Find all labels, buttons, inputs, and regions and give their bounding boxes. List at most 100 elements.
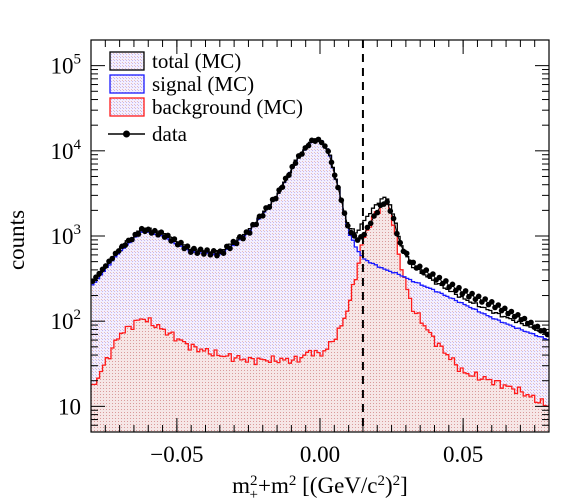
legend-label: signal (MC)	[152, 72, 254, 96]
data-point	[210, 248, 217, 254]
legend-swatch-box	[109, 51, 145, 71]
data-point	[191, 245, 197, 252]
legend: total (MC)signal (MC)background (MC) data	[108, 49, 303, 146]
data-point	[289, 163, 296, 170]
data-point	[469, 290, 475, 297]
data-point	[390, 215, 397, 222]
data-point	[364, 224, 371, 231]
data-point	[246, 230, 253, 236]
data-point	[489, 299, 495, 305]
data-point	[397, 239, 404, 246]
data-point	[145, 226, 152, 233]
data-point	[410, 259, 417, 266]
x-axis-label: m2 ++m2 [(GeV/c2)2]	[232, 473, 408, 498]
data-point	[495, 302, 502, 308]
data-point	[197, 246, 204, 253]
data-point	[233, 240, 240, 247]
data-point	[325, 148, 332, 155]
data-point	[528, 319, 534, 326]
y-tick-label: 10	[58, 394, 81, 419]
data-point	[508, 308, 515, 315]
legend-item: background (MC)	[109, 95, 303, 119]
y-tick-label: 102	[51, 307, 82, 334]
data-point	[338, 197, 345, 203]
data-point	[286, 172, 292, 178]
data-point	[521, 315, 528, 322]
data-point	[266, 204, 273, 210]
data-point	[116, 248, 122, 254]
legend-label: data	[152, 122, 188, 146]
data-point	[201, 251, 207, 257]
data-point	[102, 263, 109, 269]
legend-swatch-box	[109, 74, 145, 94]
data-point	[443, 278, 449, 284]
data-point	[253, 221, 259, 228]
data-point	[279, 184, 286, 190]
data-point	[91, 278, 96, 284]
data-point	[299, 151, 305, 157]
data-point	[367, 220, 374, 227]
data-point	[273, 195, 279, 202]
data-point	[331, 172, 338, 178]
data-point	[403, 250, 410, 257]
data-point	[482, 296, 489, 302]
data-point	[178, 239, 184, 246]
data-point	[374, 209, 381, 216]
data-point	[335, 184, 341, 191]
data-point	[214, 252, 220, 259]
data-point	[220, 250, 227, 256]
data-point	[534, 323, 541, 330]
data-point	[152, 227, 158, 234]
data-point	[207, 252, 214, 258]
y-tick-label: 103	[51, 222, 82, 249]
legend-item: total (MC)	[109, 49, 241, 73]
data-point	[158, 229, 165, 235]
data-point	[456, 284, 462, 291]
legend-swatch-marker	[123, 130, 130, 138]
data-point	[305, 142, 312, 149]
data-point	[502, 305, 508, 312]
data-point	[171, 236, 178, 242]
y-tick-label: 105	[51, 52, 82, 79]
data-point	[462, 288, 469, 294]
data-point	[184, 243, 191, 249]
x-tick-label: −0.05	[150, 442, 203, 467]
background-fill-area	[91, 202, 549, 432]
data-point	[417, 263, 423, 270]
data-point	[322, 143, 328, 149]
data-point	[292, 160, 299, 166]
data-point	[387, 208, 394, 214]
legend-item: data	[108, 122, 188, 146]
data-point	[204, 247, 210, 253]
data-point	[194, 250, 201, 256]
data-point	[475, 293, 482, 300]
y-tick-label: 104	[51, 137, 82, 164]
data-point	[96, 270, 102, 277]
data-point	[351, 233, 358, 239]
y-axis-label: counts	[4, 210, 29, 270]
data-point	[240, 235, 246, 242]
data-point	[384, 199, 390, 205]
data-point	[129, 236, 135, 243]
data-point	[361, 231, 368, 238]
data-point	[394, 230, 400, 237]
legend-swatch-box	[109, 97, 145, 117]
data-point	[227, 245, 233, 252]
data-point	[135, 231, 142, 237]
data-point	[430, 271, 436, 277]
data-point	[109, 255, 116, 262]
data-point	[345, 223, 351, 229]
data-point	[93, 274, 99, 281]
data-point	[436, 274, 443, 281]
data-point	[318, 139, 325, 146]
data-point	[515, 312, 521, 318]
x-tick-label: 0.05	[443, 442, 483, 467]
data-point	[449, 281, 456, 288]
data-point	[122, 242, 129, 248]
data-point	[260, 213, 266, 219]
legend-item: signal (MC)	[109, 72, 254, 96]
data-point	[328, 159, 335, 166]
legend-label: background (MC)	[152, 95, 303, 119]
data-point	[341, 210, 348, 216]
